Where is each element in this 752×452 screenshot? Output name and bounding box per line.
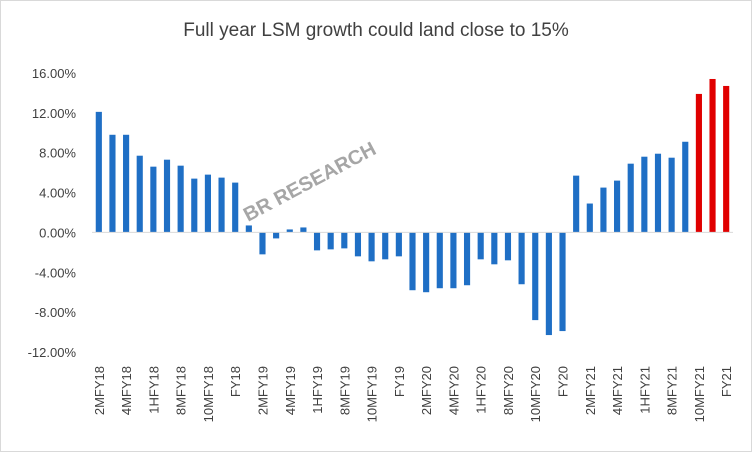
x-tick-label: 8MFY18 <box>174 366 189 415</box>
bar-FY20 <box>559 232 566 332</box>
x-tick-label: 10MFY21 <box>692 366 707 422</box>
bar-2MFY18 <box>95 111 102 233</box>
y-tick-label: 0.00% <box>39 225 76 240</box>
bar-4MFY19 <box>286 229 293 233</box>
x-tick-label: 8MFY21 <box>665 366 680 415</box>
bar-1HFY19 <box>313 232 321 251</box>
bar-9MFY18 <box>191 178 198 233</box>
x-tick-label: 1HFY20 <box>474 366 489 414</box>
bar-1HFY18 <box>150 166 157 233</box>
bar-1HFY21 <box>641 156 648 233</box>
bar-4MFY18 <box>123 134 130 233</box>
x-tick-label: 8MFY20 <box>501 366 516 415</box>
y-tick-label: -8.00% <box>35 305 77 320</box>
y-tick-label: 4.00% <box>39 186 76 201</box>
bar-3MFY20 <box>436 232 443 289</box>
bar-8MFY20 <box>504 232 512 261</box>
bar-3MFY21 <box>600 187 607 233</box>
bar-1HFY20 <box>477 232 484 260</box>
bar-7MFY20 <box>491 232 498 265</box>
bar-2MFY19 <box>259 232 266 255</box>
x-tick-label: 2MFY21 <box>583 366 598 415</box>
bar-1MFY20 <box>409 232 416 291</box>
x-tick-label: FY19 <box>392 366 407 397</box>
bar-8MFY21 <box>668 157 675 233</box>
bar-7MFY21 <box>654 153 662 233</box>
x-tick-label: 2MFY18 <box>92 366 107 415</box>
bar-5MFY20 <box>463 232 471 286</box>
x-tick-label: FY21 <box>719 366 734 397</box>
x-axis: 2MFY18 4MFY18 1HFY18 8MFY18 10MFY18 FY18 2MFY1… <box>92 366 734 422</box>
x-tick-label: 4MFY19 <box>283 366 298 415</box>
bar-5MFY21 <box>627 163 634 233</box>
watermark-text: BR RESEARCH <box>240 138 380 226</box>
bar-9MFY19 <box>354 232 362 257</box>
bar-10MFY20 <box>532 232 539 321</box>
bar-11MFY18 <box>218 177 225 233</box>
bar-FY19 <box>395 232 402 257</box>
bar-2MFY20 <box>423 232 430 293</box>
bar-1MFY21 <box>573 175 580 233</box>
bar-9MFY20 <box>518 232 525 285</box>
bar-11MFY20 <box>545 232 552 336</box>
bar-4MFY20 <box>450 232 457 289</box>
x-tick-label: 10MFY20 <box>528 366 543 422</box>
bar-7MFY19 <box>327 232 334 250</box>
y-tick-label: 8.00% <box>39 146 76 161</box>
chart-title: Full year LSM growth could land close to… <box>183 20 569 41</box>
x-tick-label: 2MFY19 <box>255 366 270 415</box>
bar-9MFY21 <box>682 141 689 233</box>
x-tick-label: 10MFY19 <box>365 366 380 422</box>
x-tick-label: FY20 <box>556 366 571 397</box>
bar-5MFY19 <box>300 227 307 233</box>
bar-FY18 <box>232 182 239 233</box>
x-tick-label: 8MFY19 <box>337 366 352 415</box>
bar-5MFY18 <box>136 155 143 233</box>
bar-3MFY19 <box>273 232 280 239</box>
x-tick-label: 1HFY19 <box>310 366 325 414</box>
bar-10MFY18 <box>204 174 211 233</box>
y-tick-label: 16.00% <box>32 66 77 81</box>
bar-3MFY18 <box>109 134 116 233</box>
x-tick-label: FY18 <box>228 366 243 397</box>
bar-7MFY18 <box>163 159 171 233</box>
x-tick-label: 1HFY21 <box>637 366 652 414</box>
bar-4MFY21 <box>614 180 621 233</box>
y-tick-label: -4.00% <box>35 265 77 280</box>
x-tick-label: 4MFY21 <box>610 366 625 415</box>
y-tick-label: 12.00% <box>32 106 77 121</box>
bar-10MFY21 <box>695 93 702 233</box>
y-axis: 16.00% 12.00% 8.00% 4.00% 0.00% -4.00% -8.00% -… <box>28 66 77 360</box>
bars <box>95 78 730 336</box>
x-tick-label: 2MFY20 <box>419 366 434 415</box>
x-tick-label: 10MFY18 <box>201 366 216 422</box>
bar-1MFY19 <box>245 225 252 233</box>
x-tick-label: 4MFY20 <box>446 366 461 415</box>
x-tick-label: 1HFY18 <box>146 366 161 414</box>
bar-2MFY21 <box>586 203 593 233</box>
bar-FY21 <box>723 85 730 233</box>
bar-11MFY19 <box>382 232 389 260</box>
bar-8MFY18 <box>177 165 184 233</box>
bar-8MFY19 <box>341 232 348 249</box>
x-tick-label: 4MFY18 <box>119 366 134 415</box>
bar-10MFY19 <box>368 232 375 262</box>
y-tick-label: -12.00% <box>28 345 77 360</box>
bar-11MFY21 <box>709 78 716 233</box>
